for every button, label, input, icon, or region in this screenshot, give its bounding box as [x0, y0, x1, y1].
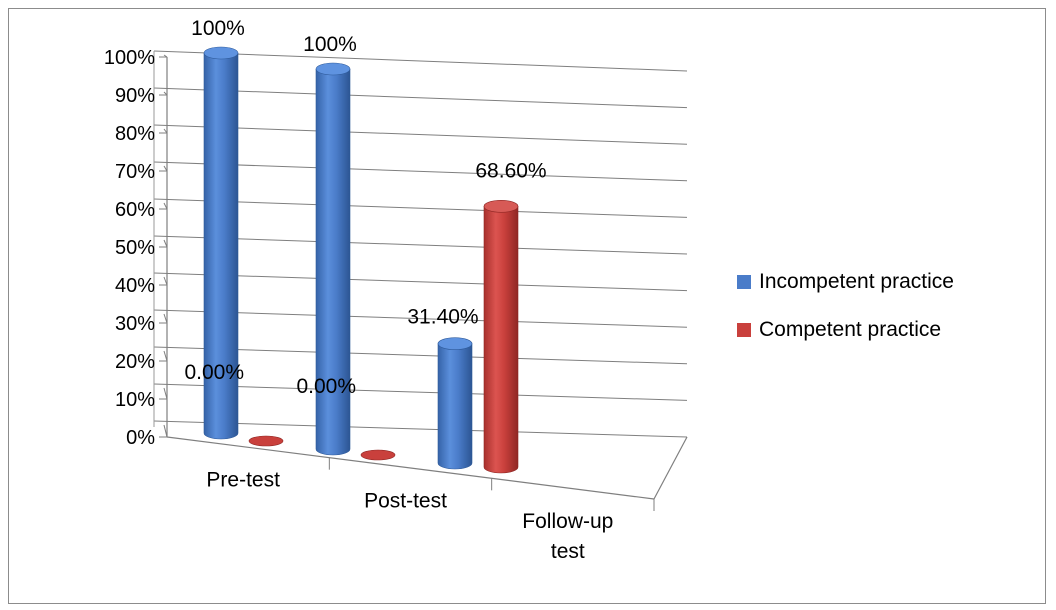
chart-labels: 0% 10% 20% 30% 40% 50% 60% 70% 80% 90% 100% Pre-tes… — [104, 17, 614, 563]
chart-svg: 0% 10% 20% 30% 40% 50% 60% 70% 80% 90% 100% Pre-tes… — [104, 17, 954, 563]
x-axis — [166, 436, 655, 500]
y-tick-label: 70% — [115, 161, 155, 183]
gridline — [153, 420, 688, 438]
bar-top-0-2 — [437, 337, 473, 350]
gridline — [153, 87, 688, 109]
gridline — [153, 272, 688, 292]
y-tick-label: 10% — [115, 389, 155, 411]
bar-1-0 — [248, 435, 284, 447]
gridline — [153, 383, 688, 401]
data-label: 31.40% — [407, 306, 478, 329]
bar-0-0 — [203, 52, 239, 440]
chart-axes — [153, 51, 688, 511]
gridline — [153, 309, 688, 328]
bar-top-0-0 — [203, 46, 239, 60]
y-tick-label: 30% — [115, 313, 155, 335]
bar-1-2 — [483, 206, 519, 474]
bar-1-1 — [360, 449, 396, 461]
data-label: 100% — [191, 17, 245, 40]
data-label: 0.00% — [184, 361, 244, 384]
data-label: 100% — [303, 33, 357, 56]
legend-label: Incompetent practice — [759, 270, 954, 293]
legend-swatch — [737, 323, 751, 337]
y-tick-label: 90% — [115, 85, 155, 107]
chart-bars — [203, 46, 519, 474]
y-tick-label: 20% — [115, 351, 155, 373]
y-tick-label: 50% — [115, 237, 155, 259]
gridline — [153, 50, 688, 72]
gridline — [153, 161, 688, 182]
data-label: 68.60% — [475, 159, 546, 182]
bar-0-1 — [315, 68, 351, 456]
chart-container: 0% 10% 20% 30% 40% 50% 60% 70% 80% 90% 100% Pre-tes… — [8, 8, 1046, 604]
y-tick-label: 40% — [115, 275, 155, 297]
gridline — [153, 346, 688, 365]
gridline — [153, 124, 688, 145]
y-tick-label: 80% — [115, 123, 155, 145]
chart-gridlines — [153, 50, 688, 438]
data-label: 0.00% — [296, 375, 356, 398]
legend-swatch — [737, 275, 751, 289]
category-label: test — [551, 540, 585, 563]
floor-right-edge — [653, 436, 688, 500]
category-label: Pre-test — [206, 469, 280, 492]
category-label: Follow-up — [522, 510, 613, 533]
gridline — [153, 235, 688, 255]
category-label: Post-test — [364, 489, 447, 512]
legend-label: Competent practice — [759, 318, 941, 341]
bar-top-1-2 — [483, 200, 519, 213]
chart-legend: Incompetent practice Competent practice — [737, 270, 954, 341]
bar-top-0-1 — [315, 62, 351, 76]
bar-0-2 — [437, 343, 473, 470]
y-tick-label: 100% — [104, 47, 155, 69]
gridline — [153, 198, 688, 218]
y-tick-label: 60% — [115, 199, 155, 221]
y-tick-label: 0% — [126, 427, 155, 449]
